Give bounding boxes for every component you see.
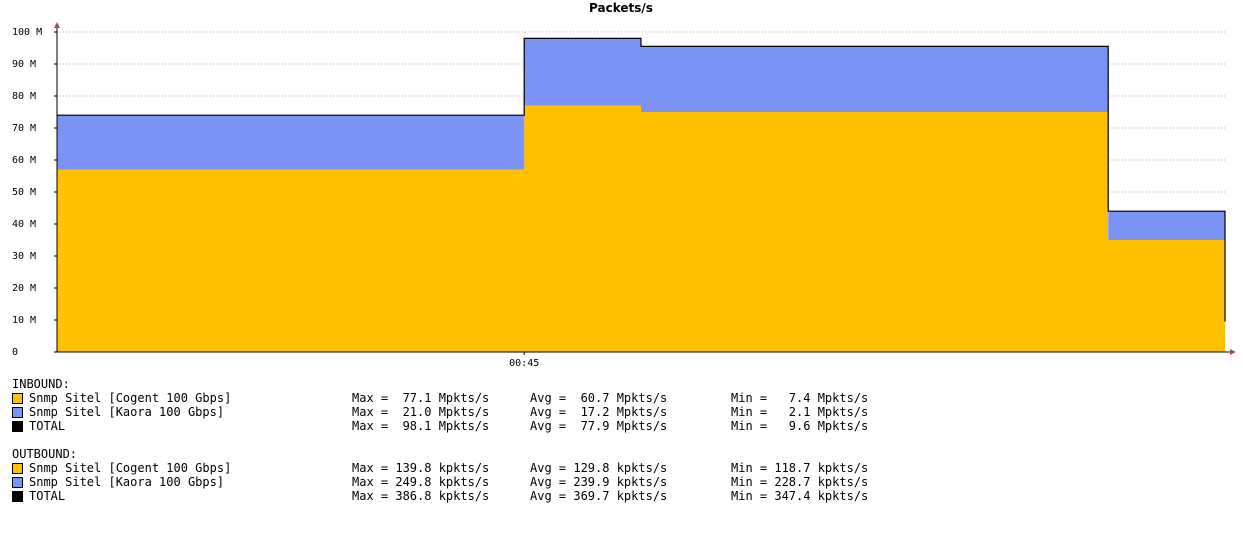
legend-min: Min = 9.6 Mpkts/s [731, 419, 869, 433]
y-tick-label: 70 M [12, 123, 36, 134]
y-tick-label: 60 M [12, 155, 36, 166]
legend: INBOUND: Snmp Sitel [Cogent 100 Gbps] Max… [12, 377, 868, 503]
legend-series-name: Snmp Sitel [Kaora 100 Gbps] [29, 475, 225, 489]
total-line [57, 37, 1226, 322]
chart-title: Packets/s [589, 1, 653, 15]
legend-series-name: Snmp Sitel [Cogent 100 Gbps] [29, 391, 232, 405]
y-tick-label: 50 M [12, 187, 36, 198]
y-tick-label: 80 M [12, 91, 36, 102]
legend-min: Min = 118.7 kpkts/s [731, 461, 869, 475]
legend-max: Max = 139.8 kpkts/s [352, 461, 490, 475]
legend-row: Snmp Sitel [Kaora 100 Gbps] Max = 21.0 Mp… [12, 405, 868, 419]
legend-swatch [12, 491, 23, 502]
packets-chart: Packets/s 0 10 M 20 M 30 M 40 M 50 M 60 M 70 M 8… [12, 1, 1236, 369]
legend-series-name: TOTAL [29, 419, 66, 433]
legend-row: Snmp Sitel [Cogent 100 Gbps] Max = 139.8 … [12, 461, 868, 475]
legend-max: Max = 77.1 Mpkts/s [352, 391, 490, 405]
legend-swatch [12, 463, 23, 474]
legend-row: Snmp Sitel [Kaora 100 Gbps] Max = 249.8 k… [12, 475, 868, 489]
legend-row: TOTAL Max = 98.1 Mpkts/s Avg = 77.9 Mpkts/… [12, 419, 868, 433]
y-tick-label: 90 M [12, 59, 36, 70]
legend-max: Max = 21.0 Mpkts/s [352, 405, 490, 419]
legend-swatch [12, 421, 23, 432]
legend-avg: Avg = 77.9 Mpkts/s [530, 419, 668, 433]
y-tick-label: 20 M [12, 283, 36, 294]
legend-avg: Avg = 60.7 Mpkts/s [530, 391, 668, 405]
legend-avg: Avg = 129.8 kpkts/s [530, 461, 668, 475]
legend-min: Min = 347.4 kpkts/s [731, 489, 869, 503]
y-tick-label: 40 M [12, 219, 36, 230]
series-area [57, 105, 1225, 352]
legend-swatch [12, 477, 23, 488]
legend-min: Min = 2.1 Mpkts/s [731, 405, 869, 419]
x-axis-arrow [1230, 349, 1236, 355]
y-tick-label: 100 M [12, 27, 42, 38]
legend-min: Min = 228.7 kpkts/s [731, 475, 869, 489]
y-tick-label: 0 [12, 347, 18, 358]
legend-series-name: Snmp Sitel [Kaora 100 Gbps] [29, 405, 225, 419]
y-axis-arrow [54, 22, 60, 28]
x-tick-label: 00:45 [509, 358, 539, 369]
legend-swatch [12, 393, 23, 404]
legend-max: Max = 98.1 Mpkts/s [352, 419, 490, 433]
y-tick-label: 30 M [12, 251, 36, 262]
legend-avg: Avg = 369.7 kpkts/s [530, 489, 668, 503]
legend-row: TOTAL Max = 386.8 kpkts/s Avg = 369.7 kpkt… [12, 489, 868, 503]
legend-avg: Avg = 239.9 kpkts/s [530, 475, 668, 489]
legend-swatch [12, 407, 23, 418]
y-tick-label: 10 M [12, 315, 36, 326]
outbound-title: OUTBOUND: [12, 447, 78, 461]
legend-avg: Avg = 17.2 Mpkts/s [530, 405, 668, 419]
legend-min: Min = 7.4 Mpkts/s [731, 391, 869, 405]
legend-row: Snmp Sitel [Cogent 100 Gbps] Max = 77.1 M… [12, 391, 868, 405]
legend-series-name: TOTAL [29, 489, 66, 503]
series-area [57, 38, 1225, 329]
legend-max: Max = 249.8 kpkts/s [352, 475, 490, 489]
legend-series-name: Snmp Sitel [Cogent 100 Gbps] [29, 461, 232, 475]
legend-max: Max = 386.8 kpkts/s [352, 489, 490, 503]
inbound-title: INBOUND: [12, 377, 70, 391]
